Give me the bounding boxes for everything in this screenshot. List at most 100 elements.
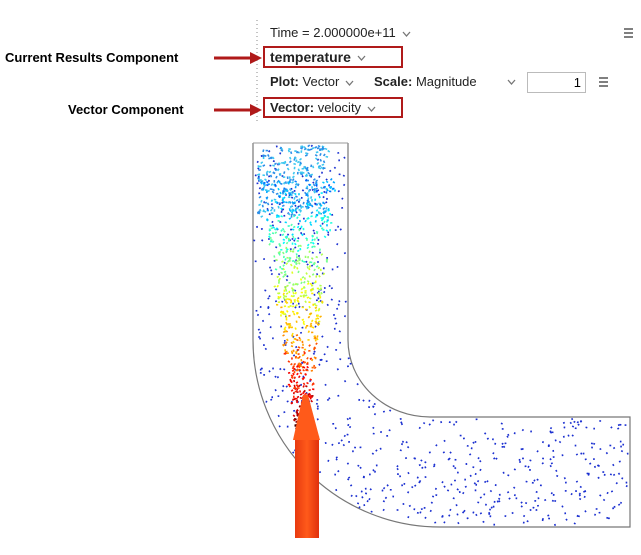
particle — [286, 233, 290, 236]
particle — [297, 168, 300, 172]
particle — [298, 213, 301, 217]
particle — [342, 174, 346, 177]
particle — [310, 196, 313, 199]
particle — [486, 437, 490, 440]
dropdown-arrow[interactable] — [507, 79, 517, 87]
particle — [587, 473, 590, 476]
particle — [288, 322, 292, 326]
particle — [271, 240, 275, 244]
particle — [286, 338, 289, 342]
particle — [282, 294, 286, 298]
particle — [278, 195, 281, 199]
particle — [293, 213, 297, 217]
particle — [290, 294, 294, 298]
particle — [336, 368, 339, 371]
particle — [314, 309, 318, 312]
particle — [360, 490, 363, 493]
plot-value: Vector — [302, 74, 340, 89]
particle — [277, 414, 280, 418]
particle — [268, 170, 272, 174]
particle — [276, 201, 279, 205]
particle — [400, 423, 403, 426]
particle — [303, 361, 307, 364]
particle — [279, 191, 282, 195]
particle — [272, 164, 275, 167]
particle — [288, 256, 292, 260]
particle — [593, 442, 596, 445]
particle — [290, 223, 293, 227]
particle — [406, 445, 410, 449]
particle — [498, 500, 501, 503]
particle — [292, 349, 295, 353]
particle — [276, 284, 280, 288]
particle — [388, 409, 392, 412]
particle — [298, 368, 302, 372]
particle — [320, 358, 323, 361]
particle — [311, 245, 314, 249]
particle — [282, 189, 286, 192]
particle — [293, 196, 296, 200]
particle — [441, 480, 444, 484]
particle — [307, 315, 311, 319]
particle — [305, 368, 308, 372]
particle — [303, 352, 306, 355]
particle — [270, 199, 274, 203]
particle — [306, 168, 309, 172]
particle — [291, 374, 294, 377]
particle — [328, 397, 331, 400]
particle — [320, 253, 324, 256]
particle — [502, 471, 505, 474]
scale-selector[interactable]: Scale: Magnitude — [374, 74, 477, 89]
particle — [281, 196, 285, 200]
particle — [479, 460, 482, 463]
particle — [297, 352, 300, 356]
particle — [287, 305, 290, 309]
menu-icon[interactable] — [599, 77, 608, 87]
particle — [580, 452, 583, 455]
particle — [561, 505, 564, 508]
vector-selector[interactable]: Vector: velocity — [270, 100, 376, 115]
particle — [297, 183, 300, 187]
time-selector[interactable]: Time = 2.000000e+11 — [270, 25, 411, 40]
particle — [424, 466, 427, 469]
particle — [289, 156, 292, 160]
particle — [577, 423, 580, 426]
particle — [287, 149, 291, 153]
particle — [275, 192, 279, 196]
particle — [318, 195, 321, 199]
particle — [573, 522, 576, 525]
scale-value: Magnitude — [415, 74, 477, 89]
particle — [307, 393, 310, 396]
particle — [295, 365, 299, 368]
highlight-box — [263, 97, 403, 118]
particle — [311, 326, 315, 329]
menu-icon[interactable] — [624, 28, 633, 38]
plot-selector[interactable]: Plot: Vector — [270, 74, 354, 89]
scale-factor-input[interactable]: 1 — [527, 72, 586, 93]
particle — [295, 381, 299, 384]
particle — [269, 224, 272, 228]
particle — [584, 458, 587, 461]
particle — [296, 408, 299, 412]
particle — [291, 175, 295, 179]
particle — [295, 304, 298, 307]
particle — [282, 190, 285, 193]
particle — [396, 465, 399, 468]
particle — [337, 303, 340, 306]
particle — [343, 434, 346, 438]
particle — [291, 310, 295, 313]
particle — [282, 296, 285, 300]
particle — [292, 312, 296, 316]
particle — [304, 205, 308, 208]
particle — [331, 443, 334, 446]
particle — [306, 282, 310, 286]
particle — [281, 208, 285, 211]
particle — [501, 442, 504, 445]
particle — [448, 514, 451, 517]
result-selector[interactable]: temperature — [270, 49, 366, 65]
particle — [306, 217, 309, 220]
particle — [258, 192, 261, 195]
particle — [289, 178, 292, 182]
particle — [293, 337, 297, 341]
particle — [299, 209, 303, 213]
